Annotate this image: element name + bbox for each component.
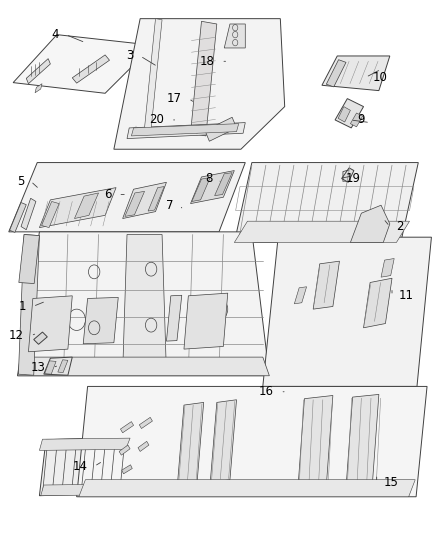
Polygon shape (9, 163, 245, 232)
Polygon shape (350, 205, 390, 243)
Text: 14: 14 (73, 460, 88, 473)
Polygon shape (166, 295, 182, 341)
Polygon shape (72, 55, 110, 83)
Polygon shape (191, 171, 234, 204)
Polygon shape (13, 35, 153, 93)
Polygon shape (127, 123, 245, 139)
Text: 7: 7 (166, 199, 173, 212)
Polygon shape (10, 203, 26, 232)
Polygon shape (342, 168, 354, 182)
Polygon shape (205, 117, 237, 141)
Polygon shape (39, 437, 131, 496)
Polygon shape (381, 259, 394, 277)
Text: 20: 20 (149, 114, 164, 126)
Text: 13: 13 (31, 361, 46, 374)
Polygon shape (139, 417, 152, 429)
Polygon shape (224, 24, 245, 48)
Polygon shape (191, 21, 217, 136)
Polygon shape (123, 182, 166, 219)
Polygon shape (234, 221, 410, 243)
Text: 5: 5 (17, 175, 24, 188)
Text: 18: 18 (200, 55, 215, 68)
Text: 15: 15 (383, 476, 398, 489)
Polygon shape (120, 422, 134, 433)
Polygon shape (74, 193, 99, 219)
Polygon shape (35, 84, 42, 93)
Polygon shape (263, 237, 431, 386)
Polygon shape (39, 188, 116, 228)
Polygon shape (234, 163, 418, 243)
Polygon shape (34, 332, 47, 344)
Polygon shape (210, 400, 237, 482)
Polygon shape (322, 56, 390, 91)
Polygon shape (350, 113, 363, 127)
Polygon shape (184, 293, 228, 349)
Polygon shape (192, 177, 210, 201)
Text: 10: 10 (372, 71, 387, 84)
Polygon shape (125, 191, 145, 216)
Polygon shape (122, 465, 132, 474)
Polygon shape (28, 296, 72, 352)
Text: 6: 6 (104, 188, 112, 201)
Polygon shape (79, 480, 415, 497)
Polygon shape (114, 19, 285, 149)
Polygon shape (298, 395, 333, 489)
Polygon shape (138, 441, 149, 451)
Polygon shape (39, 438, 130, 450)
Polygon shape (77, 386, 427, 497)
Polygon shape (42, 201, 59, 228)
Polygon shape (58, 360, 68, 373)
Polygon shape (338, 107, 350, 122)
Polygon shape (364, 278, 392, 328)
Text: 4: 4 (52, 28, 59, 41)
Polygon shape (177, 402, 204, 485)
Polygon shape (83, 297, 118, 344)
Polygon shape (41, 484, 127, 496)
Polygon shape (326, 60, 346, 87)
Text: 1: 1 (19, 300, 26, 313)
Polygon shape (44, 357, 72, 375)
Polygon shape (346, 394, 379, 488)
Polygon shape (313, 261, 339, 309)
Polygon shape (26, 59, 50, 84)
Polygon shape (19, 235, 39, 284)
Polygon shape (18, 232, 269, 376)
Polygon shape (119, 445, 130, 455)
Text: 12: 12 (9, 329, 24, 342)
Polygon shape (18, 357, 269, 376)
Polygon shape (45, 361, 56, 374)
Text: 8: 8 (205, 172, 212, 185)
Text: 2: 2 (396, 220, 404, 233)
Polygon shape (148, 187, 164, 211)
Text: 3: 3 (126, 50, 134, 62)
Polygon shape (145, 19, 162, 129)
Polygon shape (294, 287, 307, 304)
Polygon shape (335, 99, 364, 128)
Polygon shape (215, 173, 232, 196)
Text: 19: 19 (346, 172, 361, 185)
Text: 16: 16 (259, 385, 274, 398)
Text: 17: 17 (167, 92, 182, 105)
Text: 9: 9 (357, 114, 364, 126)
Polygon shape (123, 235, 166, 373)
Polygon shape (18, 235, 39, 375)
Polygon shape (21, 198, 36, 230)
Text: 11: 11 (399, 289, 413, 302)
Polygon shape (131, 124, 239, 136)
